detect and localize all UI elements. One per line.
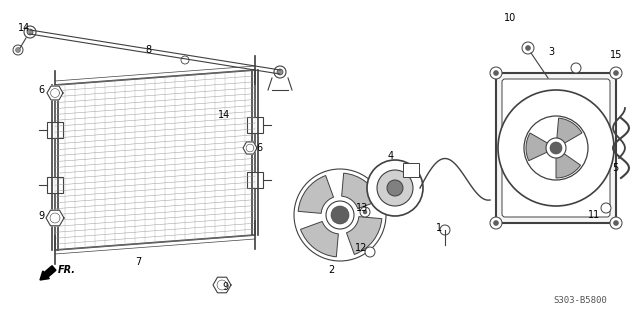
Circle shape	[360, 207, 370, 217]
Text: 15: 15	[610, 50, 622, 60]
Text: 9: 9	[38, 211, 44, 221]
Circle shape	[367, 160, 423, 216]
Text: 14: 14	[218, 110, 230, 120]
Circle shape	[493, 70, 499, 76]
Circle shape	[493, 220, 499, 226]
Text: 5: 5	[612, 163, 618, 173]
Circle shape	[522, 42, 534, 54]
Circle shape	[498, 90, 614, 206]
Circle shape	[277, 69, 283, 75]
Wedge shape	[342, 173, 380, 209]
Text: 1: 1	[436, 223, 442, 233]
Circle shape	[365, 247, 375, 257]
Circle shape	[601, 203, 611, 213]
Circle shape	[331, 206, 349, 224]
Wedge shape	[556, 148, 580, 178]
FancyArrow shape	[40, 266, 56, 280]
Text: 13: 13	[356, 203, 368, 213]
Text: 7: 7	[135, 257, 141, 267]
Circle shape	[550, 142, 562, 154]
Circle shape	[27, 29, 33, 35]
Circle shape	[181, 56, 189, 64]
Circle shape	[377, 170, 413, 206]
Circle shape	[610, 67, 622, 79]
Text: 10: 10	[504, 13, 516, 23]
Polygon shape	[213, 277, 231, 293]
Text: 14: 14	[18, 23, 30, 33]
Circle shape	[387, 180, 403, 196]
FancyBboxPatch shape	[502, 79, 610, 217]
Polygon shape	[243, 142, 257, 154]
Circle shape	[15, 47, 20, 52]
FancyBboxPatch shape	[47, 122, 63, 138]
Wedge shape	[346, 217, 382, 254]
Polygon shape	[46, 210, 64, 226]
Text: FR.: FR.	[58, 265, 76, 275]
Circle shape	[274, 66, 286, 78]
Text: 4: 4	[388, 151, 394, 161]
FancyBboxPatch shape	[403, 163, 419, 177]
Circle shape	[614, 70, 618, 76]
Text: 2: 2	[328, 265, 334, 275]
Text: 12: 12	[355, 243, 367, 253]
Text: 9: 9	[222, 282, 228, 292]
Circle shape	[13, 45, 23, 55]
Circle shape	[363, 210, 367, 214]
Polygon shape	[47, 86, 63, 100]
Wedge shape	[556, 118, 582, 148]
Circle shape	[525, 45, 531, 51]
Wedge shape	[526, 133, 556, 161]
FancyBboxPatch shape	[247, 172, 263, 188]
Text: 6: 6	[38, 85, 44, 95]
FancyBboxPatch shape	[247, 117, 263, 133]
FancyBboxPatch shape	[47, 177, 63, 193]
Circle shape	[490, 67, 502, 79]
Circle shape	[614, 220, 618, 226]
Circle shape	[571, 63, 581, 73]
Text: 3: 3	[548, 47, 554, 57]
Circle shape	[546, 138, 566, 158]
Wedge shape	[298, 176, 333, 213]
FancyBboxPatch shape	[496, 73, 616, 223]
Text: S303-B5800: S303-B5800	[553, 296, 607, 305]
Circle shape	[440, 225, 450, 235]
Text: 6: 6	[256, 143, 262, 153]
Circle shape	[326, 201, 354, 229]
Circle shape	[610, 217, 622, 229]
Text: 11: 11	[588, 210, 600, 220]
Wedge shape	[301, 221, 339, 257]
Text: 8: 8	[145, 45, 151, 55]
Circle shape	[490, 217, 502, 229]
Circle shape	[24, 26, 36, 38]
